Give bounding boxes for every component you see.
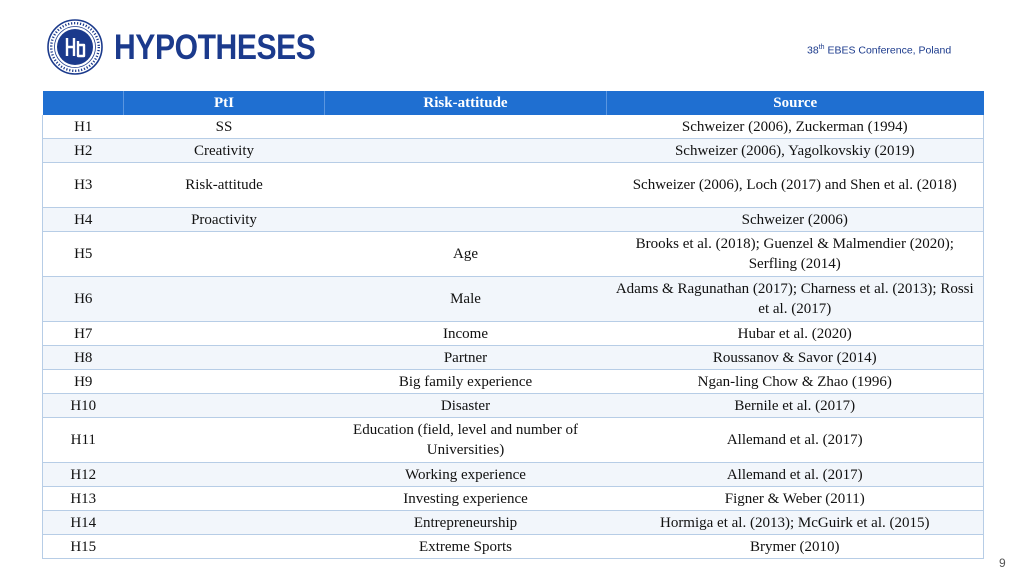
risk-attitude-cell: Age — [324, 231, 607, 277]
table-row: H1 SS Schweizer (2006), Zuckerman (1994) — [42, 115, 984, 139]
risk-attitude-cell: Income — [324, 321, 607, 346]
conference-label: 38th EBES Conference, Poland — [807, 44, 951, 57]
table-row: H9 Big family experience Ngan-ling Chow … — [42, 369, 984, 394]
table-row: H10 Disaster Bernile et al. (2017) — [42, 393, 984, 418]
hypothesis-id: H2 — [42, 138, 124, 163]
table-row: H15 Extreme Sports Brymer (2010) — [42, 534, 984, 559]
source-cell: Schweizer (2006), Zuckerman (1994) — [606, 115, 984, 139]
university-logo-icon — [47, 19, 103, 75]
hypothesis-id: H14 — [42, 510, 124, 535]
table-header-row: PtI Risk-attitude Source — [42, 91, 984, 115]
table-row: H11 Education (field, level and number o… — [42, 417, 984, 463]
pti-cell — [123, 486, 325, 511]
risk-attitude-cell: Education (field, level and number of Un… — [324, 417, 607, 463]
source-cell: Schweizer (2006) — [606, 207, 984, 232]
table-row: H7 Income Hubar et al. (2020) — [42, 321, 984, 346]
pti-cell — [123, 462, 325, 487]
conference-name: EBES Conference, Poland — [827, 44, 952, 57]
column-header-id — [42, 91, 124, 115]
source-cell: Hubar et al. (2020) — [606, 321, 984, 346]
pti-cell — [123, 417, 325, 463]
pti-cell — [123, 393, 325, 418]
risk-attitude-cell: Male — [324, 276, 607, 322]
pti-cell — [123, 321, 325, 346]
hypothesis-id: H13 — [42, 486, 124, 511]
hypothesis-id: H5 — [42, 231, 124, 277]
table-row: H2 Creativity Schweizer (2006), Yagolkov… — [42, 138, 984, 163]
hypothesis-id: H1 — [42, 115, 124, 139]
pti-cell — [123, 369, 325, 394]
hypothesis-id: H12 — [42, 462, 124, 487]
hypothesis-id: H6 — [42, 276, 124, 322]
hypothesis-id: H15 — [42, 534, 124, 559]
hypothesis-id: H3 — [42, 162, 124, 208]
pti-cell — [123, 231, 325, 277]
page-title: HYPOTHESES — [114, 28, 316, 67]
risk-attitude-cell — [324, 115, 607, 139]
table-row: H12 Working experience Allemand et al. (… — [42, 462, 984, 487]
hypothesis-id: H9 — [42, 369, 124, 394]
risk-attitude-cell — [324, 162, 607, 208]
table-row: H13 Investing experience Figner & Weber … — [42, 486, 984, 511]
source-cell: Brymer (2010) — [606, 534, 984, 559]
conference-ordinal: th — [818, 44, 825, 51]
conference-number: 38 — [807, 44, 819, 57]
pti-cell: SS — [123, 115, 325, 139]
pti-cell — [123, 345, 325, 370]
page-number: 9 — [999, 556, 1006, 570]
pti-cell — [123, 534, 325, 559]
source-cell: Brooks et al. (2018); Guenzel & Malmendi… — [606, 231, 984, 277]
risk-attitude-cell — [324, 138, 607, 163]
table-row: H14 Entrepreneurship Hormiga et al. (201… — [42, 510, 984, 535]
source-cell: Ngan-ling Chow & Zhao (1996) — [606, 369, 984, 394]
source-cell: Allemand et al. (2017) — [606, 417, 984, 463]
source-cell: Figner & Weber (2011) — [606, 486, 984, 511]
pti-cell: Risk-attitude — [123, 162, 325, 208]
risk-attitude-cell: Extreme Sports — [324, 534, 607, 559]
source-cell: Allemand et al. (2017) — [606, 462, 984, 487]
table-row: H3 Risk-attitude Schweizer (2006), Loch … — [42, 162, 984, 208]
pti-cell — [123, 510, 325, 535]
hypothesis-id: H8 — [42, 345, 124, 370]
risk-attitude-cell: Entrepreneurship — [324, 510, 607, 535]
risk-attitude-cell: Working experience — [324, 462, 607, 487]
hypothesis-id: H11 — [42, 417, 124, 463]
hypothesis-id: H10 — [42, 393, 124, 418]
risk-attitude-cell: Big family experience — [324, 369, 607, 394]
risk-attitude-cell: Partner — [324, 345, 607, 370]
table-row: H6 Male Adams & Ragunathan (2017); Charn… — [42, 276, 984, 322]
table-row: H5 Age Brooks et al. (2018); Guenzel & M… — [42, 231, 984, 277]
risk-attitude-cell — [324, 207, 607, 232]
risk-attitude-cell: Investing experience — [324, 486, 607, 511]
hypothesis-id: H4 — [42, 207, 124, 232]
source-cell: Roussanov & Savor (2014) — [606, 345, 984, 370]
column-header-source: Source — [606, 91, 984, 115]
risk-attitude-cell: Disaster — [324, 393, 607, 418]
source-cell: Schweizer (2006), Yagolkovskiy (2019) — [606, 138, 984, 163]
hypotheses-table: PtI Risk-attitude Source H1 SS Schweizer… — [42, 91, 984, 559]
column-header-pti: PtI — [123, 91, 325, 115]
pti-cell — [123, 276, 325, 322]
pti-cell: Proactivity — [123, 207, 325, 232]
source-cell: Adams & Ragunathan (2017); Charness et a… — [606, 276, 984, 322]
table-row: H8 Partner Roussanov & Savor (2014) — [42, 345, 984, 370]
column-header-risk-attitude: Risk-attitude — [324, 91, 607, 115]
source-cell: Schweizer (2006), Loch (2017) and Shen e… — [606, 162, 984, 208]
hypothesis-id: H7 — [42, 321, 124, 346]
source-cell: Bernile et al. (2017) — [606, 393, 984, 418]
pti-cell: Creativity — [123, 138, 325, 163]
source-cell: Hormiga et al. (2013); McGuirk et al. (2… — [606, 510, 984, 535]
table-row: H4 Proactivity Schweizer (2006) — [42, 207, 984, 232]
